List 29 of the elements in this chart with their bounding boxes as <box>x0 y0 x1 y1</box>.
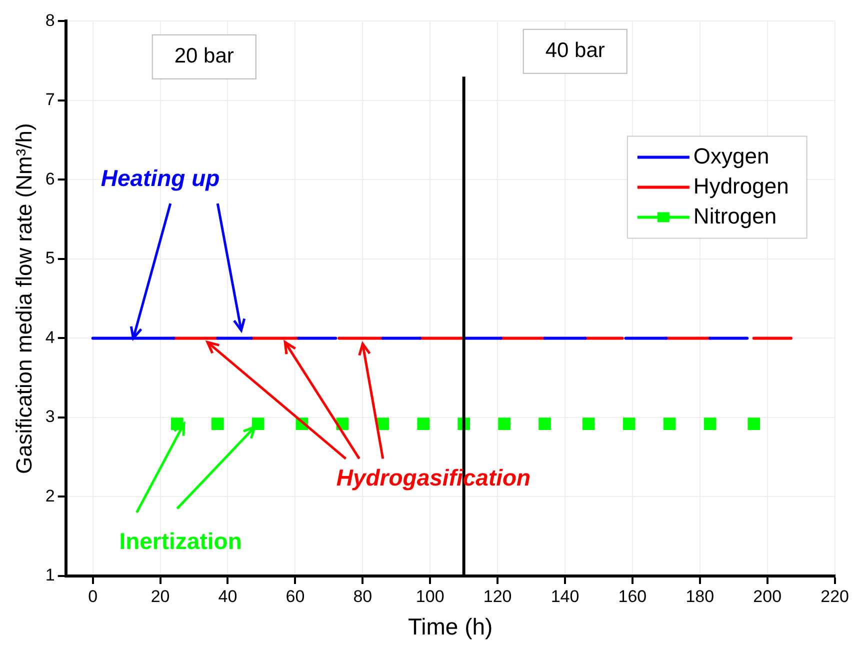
annotation: Inertization <box>119 528 242 554</box>
y-tick-label: 7 <box>45 90 55 110</box>
y-tick-label: 3 <box>45 407 55 426</box>
y-tick-label: 6 <box>45 169 55 188</box>
annotation: Heating up <box>100 165 220 192</box>
y-tick-label: 4 <box>45 328 55 347</box>
y-tick-label: 8 <box>45 10 55 30</box>
x-tick-label: 180 <box>686 586 714 606</box>
x-tick-label: 60 <box>286 586 305 606</box>
x-tick-label: 100 <box>416 586 444 606</box>
x-tick-label: 160 <box>618 586 647 606</box>
x-tick-label: 200 <box>753 586 782 606</box>
annotation: 40 bar <box>545 39 605 62</box>
x-tick-label: 20 <box>150 586 170 606</box>
x-axis-title: Time (h) <box>408 614 493 640</box>
x-tick-label: 220 <box>820 586 850 606</box>
y-tick-label: 5 <box>45 248 55 268</box>
x-tick-label: 140 <box>550 586 580 606</box>
legend-label: Nitrogen <box>693 203 777 228</box>
y-tick-label: 1 <box>45 566 55 585</box>
legend-label: Oxygen <box>693 143 770 168</box>
x-tick-label: 80 <box>353 586 372 606</box>
x-tick-label: 120 <box>483 586 512 606</box>
y-axis-title: Gasification media flow rate (Nm³/h) <box>11 123 36 474</box>
annotation: 20 bar <box>174 44 234 68</box>
x-tick-label: 0 <box>88 586 98 606</box>
x-tick-label: 40 <box>218 586 238 606</box>
legend-label: Hydrogen <box>693 173 789 198</box>
y-tick-label: 2 <box>45 486 55 506</box>
